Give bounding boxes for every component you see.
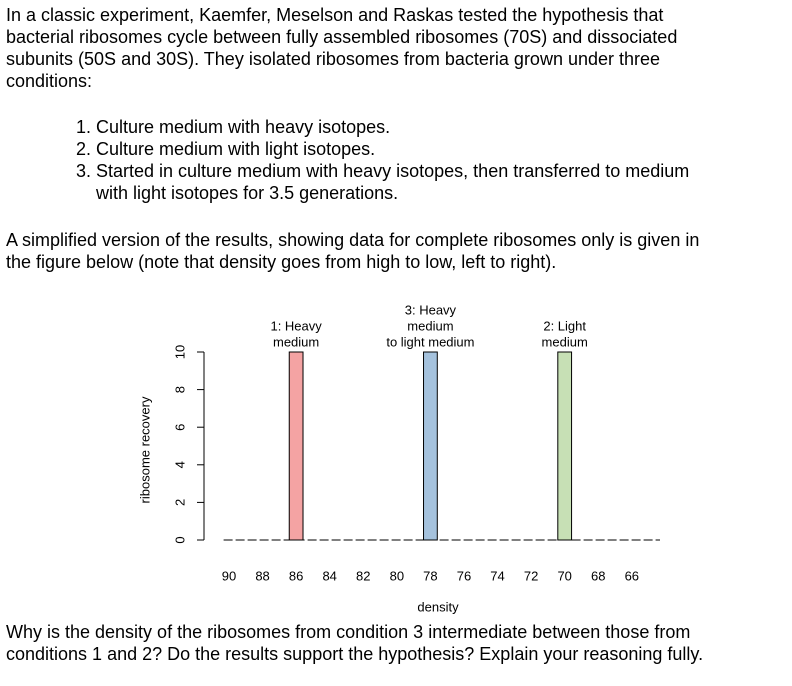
x-tick-label: 72	[524, 568, 538, 583]
bar-label: medium	[407, 318, 453, 333]
y-tick-label: 10	[172, 345, 187, 359]
condition: Started in culture medium with heavy iso…	[96, 160, 689, 204]
bar-label: medium	[273, 334, 319, 349]
text-line: Culture medium with heavy isotopes.	[96, 117, 391, 137]
question: Why is the density of the ribosomes from…	[6, 621, 703, 665]
x-tick-label: 88	[255, 568, 269, 583]
x-tick-label: 86	[289, 568, 303, 583]
x-tick-label: 76	[457, 568, 471, 583]
y-tick-label: 0	[172, 536, 187, 543]
bar-label: 3: Heavy	[405, 302, 457, 317]
x-tick-label: 68	[591, 568, 605, 583]
x-tick-label: 74	[490, 568, 504, 583]
text-line: subunits (50S and 30S). They isolated ri…	[6, 49, 661, 69]
text-line: with light isotopes for 3.5 generations.	[96, 183, 399, 203]
conditions-list: Culture medium with heavy isotopes.Cultu…	[56, 116, 689, 204]
bar-label: to light medium	[386, 334, 474, 349]
bar-label: 2: Light	[543, 318, 586, 333]
y-tick-label: 8	[172, 386, 187, 393]
bar-label: medium	[542, 334, 588, 349]
x-tick-label: 90	[222, 568, 236, 583]
x-tick-label: 82	[356, 568, 370, 583]
y-tick-label: 4	[172, 461, 187, 468]
text-line: bacterial ribosomes cycle between fully …	[6, 27, 678, 47]
y-tick-label: 2	[172, 499, 187, 506]
text-line: conditions:	[6, 71, 93, 91]
x-tick-label: 70	[557, 568, 571, 583]
x-tick-label: 80	[390, 568, 404, 583]
x-tick-label: 78	[423, 568, 437, 583]
text-line: the figure below (note that density goes…	[6, 252, 557, 272]
bar	[557, 351, 573, 541]
text-line: In a classic experiment, Kaemfer, Mesels…	[6, 5, 664, 25]
condition: Culture medium with heavy isotopes.	[96, 116, 689, 138]
text-line: Why is the density of the ribosomes from…	[6, 622, 691, 642]
x-tick-label: 66	[625, 568, 639, 583]
bar-label: 1: Heavy	[270, 318, 322, 333]
text-line: Culture medium with light isotopes.	[96, 139, 376, 159]
x-tick-label: 84	[322, 568, 336, 583]
text-line: conditions 1 and 2? Do the results suppo…	[6, 644, 704, 664]
y-tick-label: 6	[172, 424, 187, 431]
condition: Culture medium with light isotopes.	[96, 138, 689, 160]
text-line: A simplified version of the results, sho…	[6, 230, 700, 250]
results-text: A simplified version of the results, sho…	[6, 229, 699, 273]
y-axis-label: ribosome recovery	[137, 396, 152, 503]
x-axis-label: density	[417, 599, 459, 614]
text-line: Started in culture medium with heavy iso…	[96, 161, 690, 181]
bar	[288, 351, 304, 541]
intro: In a classic experiment, Kaemfer, Mesels…	[6, 4, 677, 92]
bar	[423, 351, 438, 541]
